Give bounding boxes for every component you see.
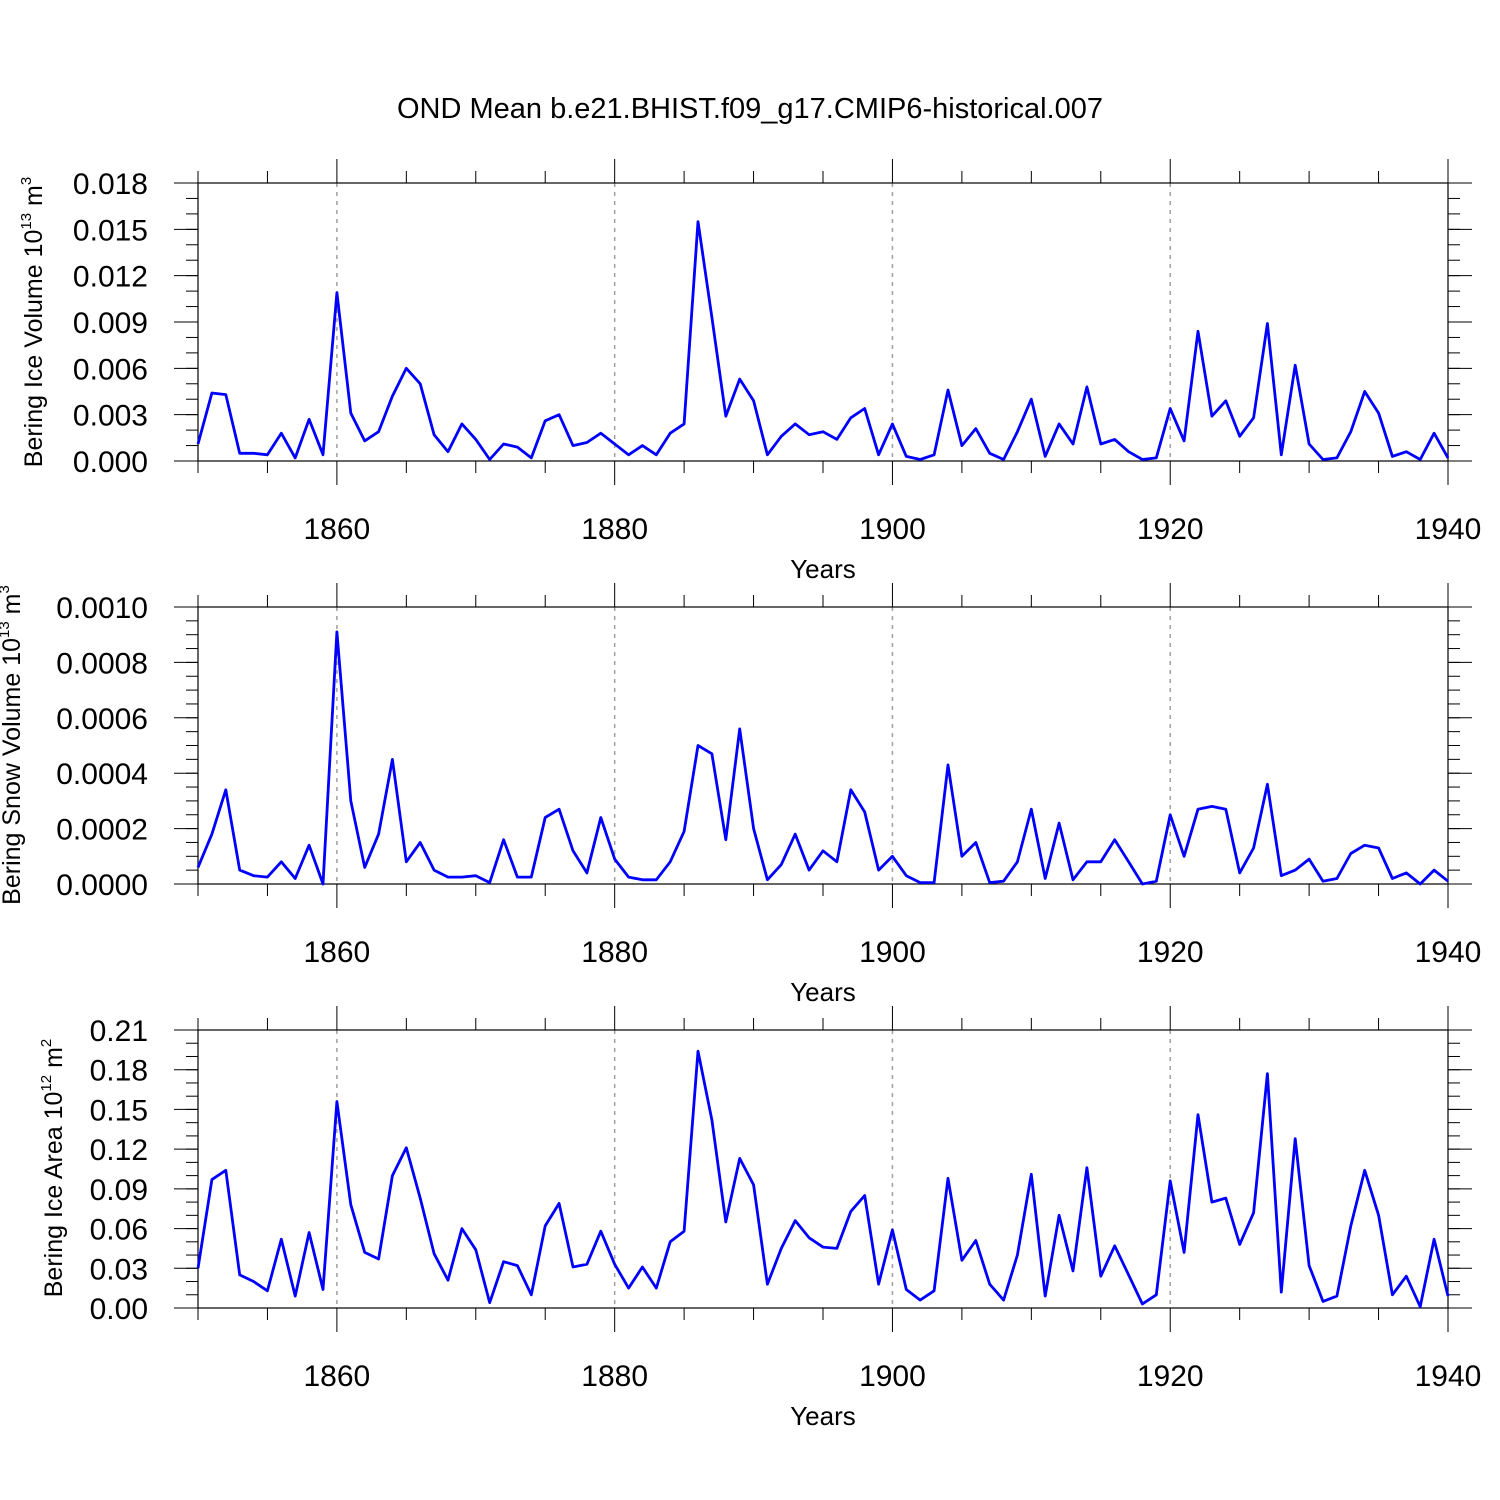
y-tick-labels: 0.0000 0.0002 0.0004 0.0006 0.0008 0.0010 [56, 592, 148, 902]
x-tick-label: 1920 [1137, 1360, 1204, 1393]
axis-ticks [174, 583, 1472, 908]
y-tick-label: 0.003 [73, 400, 148, 433]
x-tick-label: 1880 [581, 513, 648, 546]
snow-volume-line [196, 630, 1449, 886]
x-tick-label: 1940 [1415, 513, 1482, 546]
y-tick-label: 0.15 [90, 1094, 148, 1127]
x-gridlines [336, 183, 1171, 461]
chart-title: OND Mean b.e21.BHIST.f09_g17.CMIP6-histo… [397, 93, 1103, 125]
x-tick-labels: 1860 1880 1900 1920 1940 [304, 936, 1482, 969]
y-tick-label: 0.0004 [56, 758, 148, 791]
y-tick-label: 0.0002 [56, 814, 148, 847]
y-tick-label: 0.018 [73, 168, 148, 201]
x-tick-label: 1860 [304, 513, 371, 546]
x-axis-title: Years [790, 977, 856, 1007]
y-tick-label: 0.0010 [56, 592, 148, 625]
x-axis-title: Years [790, 1401, 856, 1431]
panel-snow-volume: 0.0000 0.0002 0.0004 0.0006 0.0008 0.0010 186… [0, 583, 1481, 1007]
x-tick-label: 1860 [304, 1360, 371, 1393]
y-tick-label: 0.009 [73, 307, 148, 340]
x-tick-labels: 1860 1880 1900 1920 1940 [304, 1360, 1482, 1393]
plot-frame [197, 1029, 1449, 1309]
y-tick-label: 0.21 [90, 1015, 148, 1048]
x-tick-label: 1940 [1415, 936, 1482, 969]
y-tick-label: 0.00 [90, 1293, 148, 1326]
x-tick-label: 1900 [859, 513, 926, 546]
y-axis-title: Bering Ice Area 1012 m2 [38, 1039, 68, 1298]
panel-ice-area: 0.00 0.03 0.06 0.09 0.12 0.15 0.18 0.21 1860 188… [38, 1006, 1481, 1431]
y-tick-label: 0.06 [90, 1214, 148, 1247]
y-tick-label: 0.000 [73, 446, 148, 479]
x-tick-label: 1940 [1415, 1360, 1482, 1393]
y-tick-label: 0.015 [73, 214, 148, 247]
y-tick-label: 0.0006 [56, 703, 148, 736]
x-gridlines [336, 607, 1171, 884]
y-axis-title: Bering Snow Volume 1013 m3 [0, 585, 26, 905]
panel-ice-volume: 0.000 0.003 0.006 0.009 0.012 0.015 0.018 1860… [18, 159, 1481, 584]
y-tick-label: 0.0008 [56, 647, 148, 680]
axis-ticks [174, 159, 1472, 485]
y-tick-label: 0.18 [90, 1055, 148, 1088]
plot-frame [197, 182, 1449, 462]
ice-volume-line [196, 220, 1450, 461]
x-axis-title: Years [790, 554, 856, 584]
x-gridlines [336, 1030, 1171, 1308]
x-tick-label: 1880 [581, 1360, 648, 1393]
y-tick-label: 0.006 [73, 353, 148, 386]
x-tick-label: 1880 [581, 936, 648, 969]
x-tick-label: 1900 [859, 1360, 926, 1393]
x-tick-label: 1920 [1137, 936, 1204, 969]
ice-area-line [196, 1049, 1450, 1309]
y-tick-label: 0.03 [90, 1253, 148, 1286]
x-tick-label: 1920 [1137, 513, 1204, 546]
x-tick-label: 1860 [304, 936, 371, 969]
plot-frame [197, 606, 1449, 885]
y-tick-label: 0.09 [90, 1174, 148, 1207]
y-axis-title: Bering Ice Volume 1013 m3 [18, 177, 48, 467]
axis-ticks [174, 1006, 1472, 1332]
y-tick-labels: 0.00 0.03 0.06 0.09 0.12 0.15 0.18 0.21 [90, 1015, 148, 1326]
y-tick-labels: 0.000 0.003 0.006 0.009 0.012 0.015 0.018 [73, 168, 148, 479]
y-tick-label: 0.0000 [56, 869, 148, 902]
y-tick-label: 0.12 [90, 1134, 148, 1167]
x-tick-label: 1900 [859, 936, 926, 969]
x-tick-labels: 1860 1880 1900 1920 1940 [304, 513, 1482, 546]
y-tick-label: 0.012 [73, 261, 148, 294]
